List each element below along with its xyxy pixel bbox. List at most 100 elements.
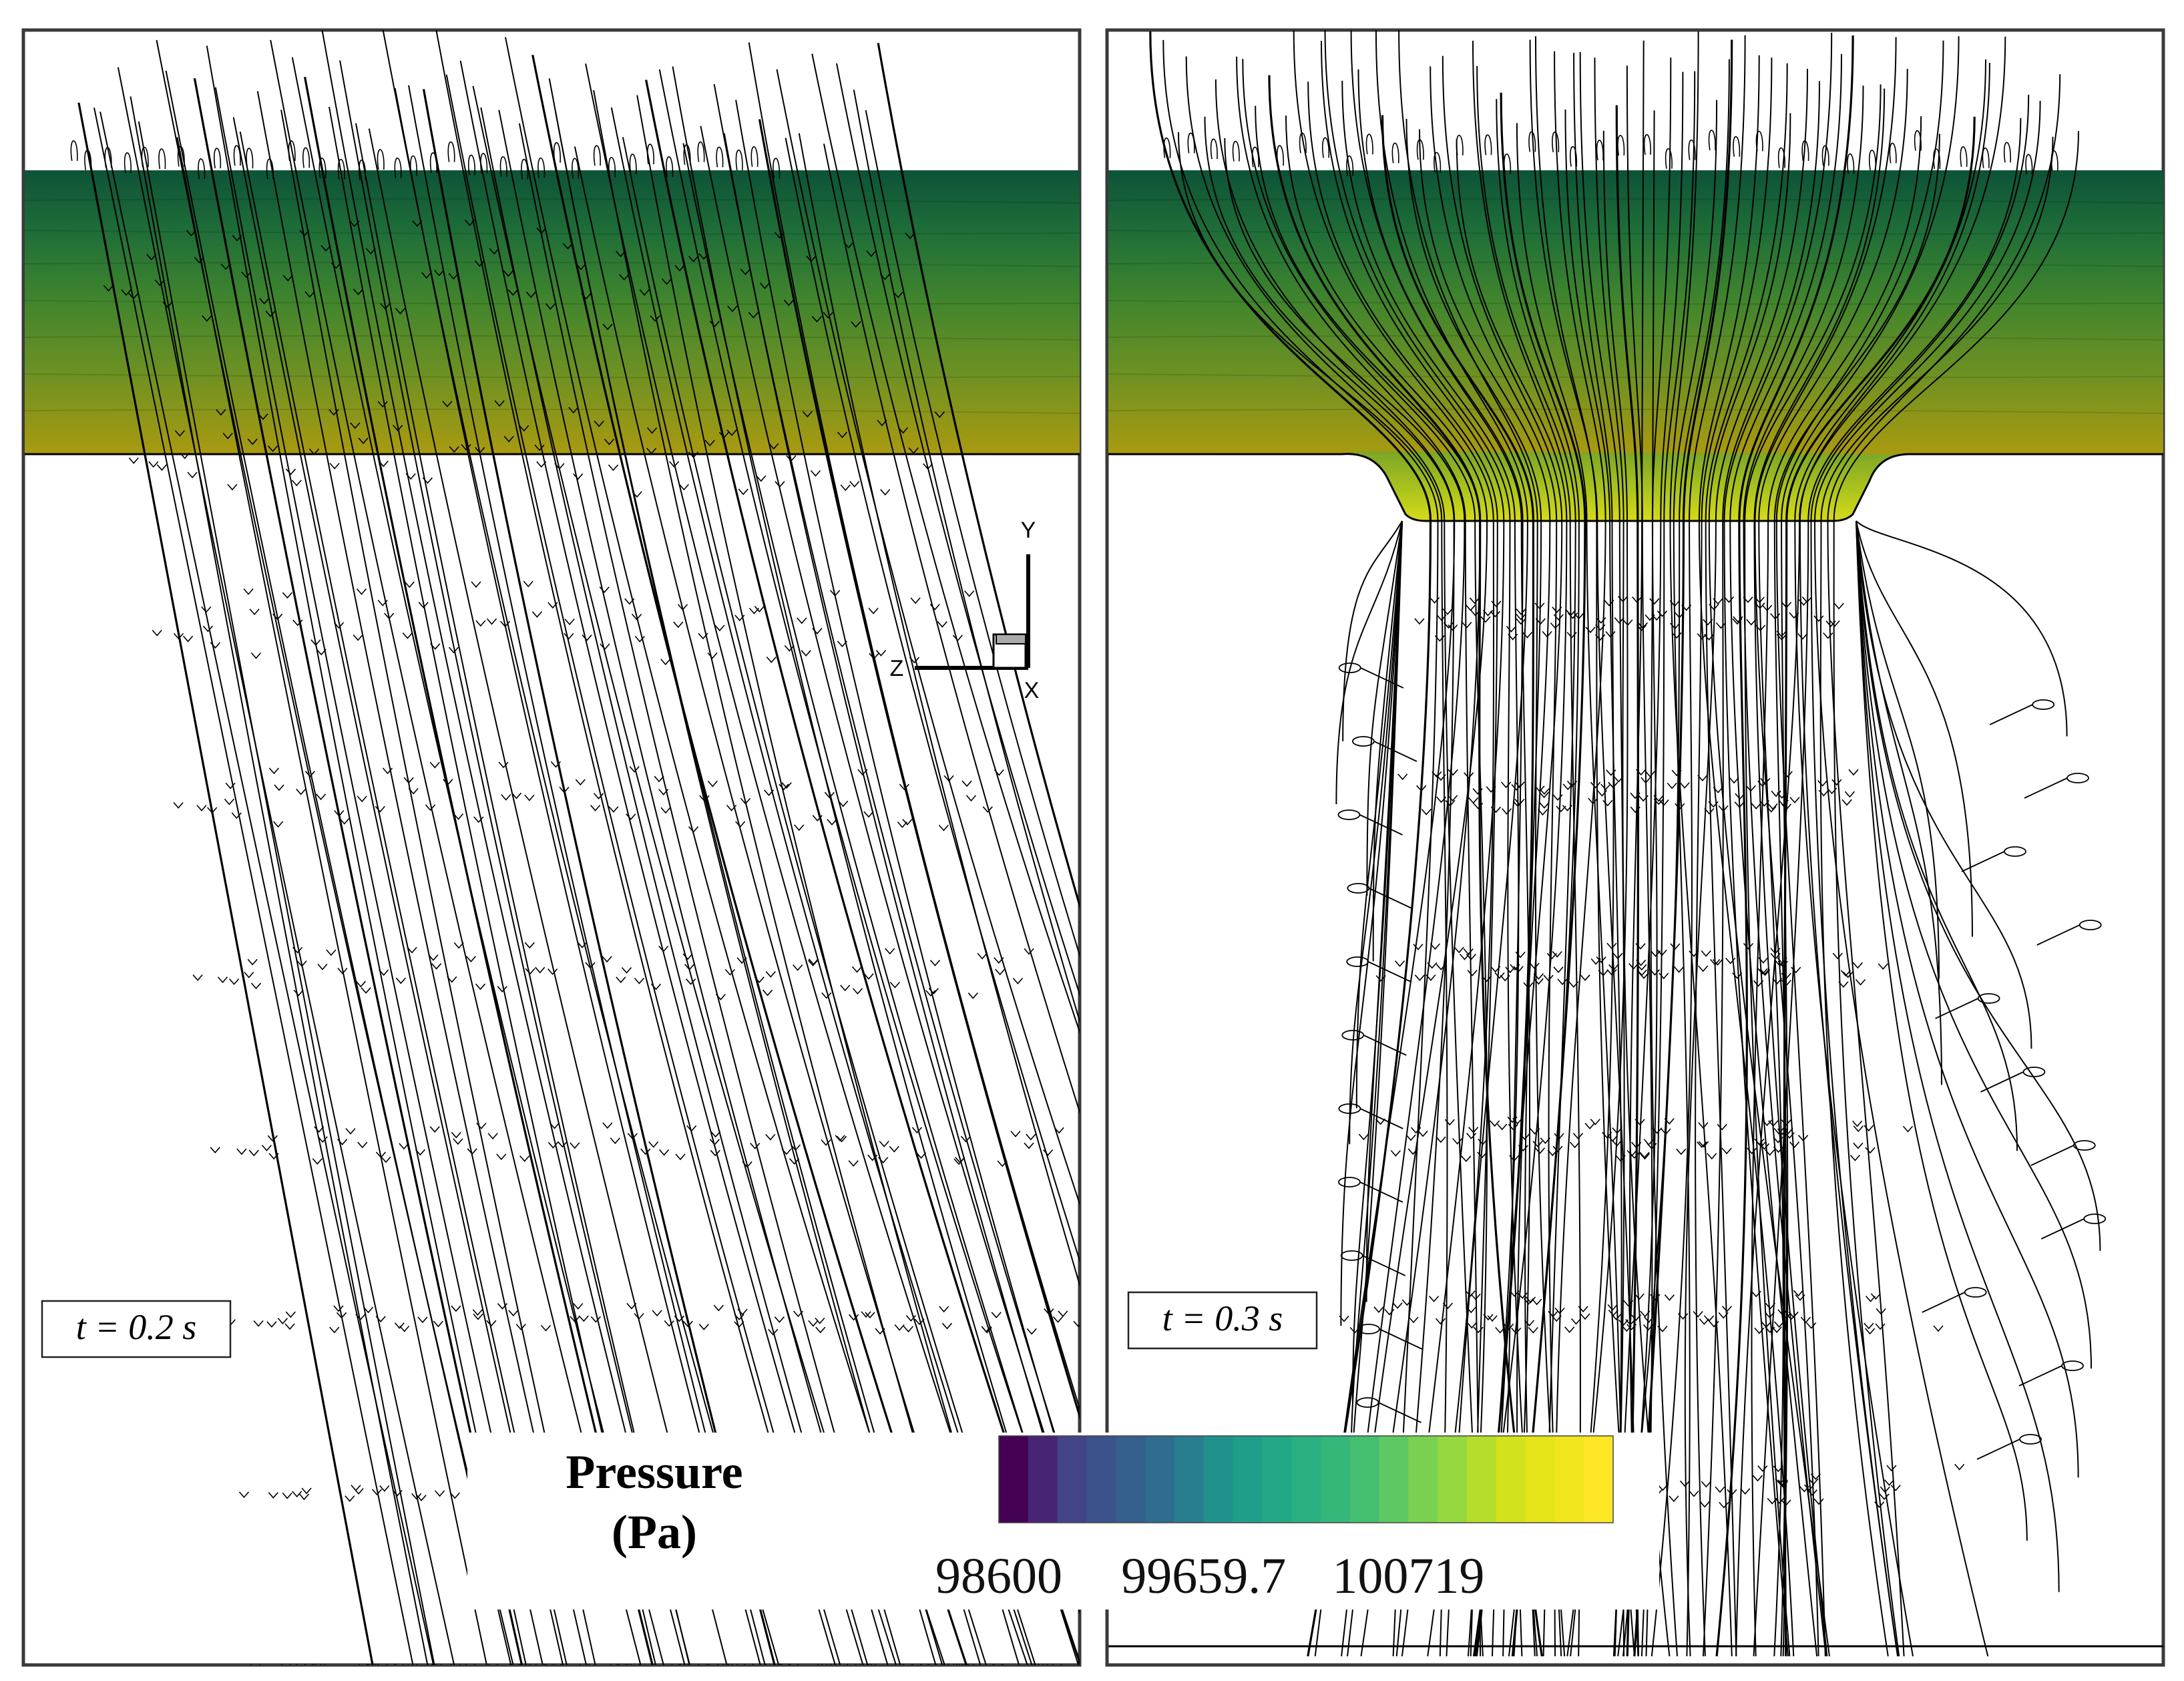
streamline-arrow (1699, 1501, 1710, 1508)
streamline (823, 144, 1080, 1115)
streamline-loop (608, 156, 616, 178)
streamline-arrow (508, 1310, 519, 1317)
streamline-arrow (1715, 622, 1727, 629)
streamline-arrow (1933, 1325, 1944, 1332)
streamline (1684, 69, 1808, 1657)
streamline-arrow (889, 982, 901, 988)
streamline-arrow (531, 611, 543, 618)
streamline-arrow (1636, 769, 1647, 776)
streamline-arrow (709, 321, 720, 328)
streamline-arrow (1608, 964, 1619, 971)
streamline-arrow (848, 1160, 859, 1167)
streamline-arrow (1701, 950, 1711, 957)
streamline (1698, 55, 1795, 1657)
streamline-curl (1855, 520, 2032, 1049)
streamline-arrow (961, 780, 972, 787)
streamline-arrow (1777, 1128, 1788, 1135)
streamline-arrow (1673, 966, 1685, 973)
streamline (1472, 40, 1581, 1657)
streamline-arrow (1761, 604, 1773, 612)
streamline-arrow (316, 648, 326, 656)
streamline-loop (646, 144, 654, 165)
streamline-arrow (982, 806, 993, 813)
streamline-loop (537, 157, 545, 178)
streamline (1781, 36, 1960, 1657)
streamline (408, 85, 766, 1665)
streamline-arrow (1572, 1133, 1584, 1140)
streamline-loop (104, 147, 112, 168)
streamline-loop (302, 147, 310, 168)
streamline-curl (1366, 520, 1403, 896)
streamline-arrow (1501, 808, 1512, 815)
streamline-loop (1391, 142, 1399, 164)
streamline-arrow (1414, 618, 1425, 625)
streamline-arrow (236, 1148, 247, 1155)
streamline-arrow (434, 1490, 445, 1497)
streamline-arrow (1429, 597, 1440, 604)
streamline-arrow (266, 1321, 277, 1328)
streamline-arrow (475, 620, 486, 627)
streamline (1729, 53, 1842, 1657)
streamline-arrow (1718, 1312, 1729, 1319)
streamline-arrow (1405, 1134, 1416, 1141)
streamline-arrow (261, 1145, 272, 1151)
streamline-arrow (626, 813, 636, 820)
streamline-arrow (333, 1305, 344, 1312)
streamline-arrow (1596, 956, 1606, 963)
streamline-curl (1855, 520, 2079, 1478)
streamline-arrow (639, 289, 650, 296)
streamline-arrow (284, 1323, 295, 1330)
colorbar-swatches (999, 1436, 1614, 1523)
streamline-arrow (1752, 1475, 1763, 1482)
streamline-arrow (736, 957, 747, 964)
streamline-arrow (905, 1315, 917, 1322)
band-contour (24, 335, 1080, 341)
streamline-arrow (227, 484, 238, 491)
streamline-arrow (1562, 783, 1573, 791)
streamline-arrow (231, 812, 242, 819)
streamline-arrow (1804, 1484, 1815, 1491)
streamline-arrow (1773, 1321, 1785, 1328)
streamline-arrow (224, 798, 235, 805)
streamline-arrow (447, 976, 457, 983)
streamline-arrow (1514, 781, 1525, 789)
streamline-arrow (1568, 981, 1579, 988)
streamline-arrow (1606, 769, 1616, 776)
streamline-tail (1961, 851, 2005, 872)
streamline-arrow (738, 488, 748, 496)
streamline-arrow (1384, 1308, 1395, 1316)
streamline-arrow (277, 1318, 288, 1325)
streamline-arrow (1864, 1125, 1874, 1132)
streamline-arrow (1781, 1119, 1791, 1126)
streamline (811, 53, 1080, 1034)
streamline (1224, 138, 1466, 1657)
streamline-arrow (548, 602, 558, 609)
streamline-loop (629, 154, 637, 175)
streamline-arrow (1669, 600, 1680, 607)
streamline-arrow (411, 1493, 422, 1500)
streamline-arrow (1416, 785, 1427, 792)
streamline-arrow (1073, 1320, 1080, 1328)
streamline-arrow (802, 411, 813, 418)
streamline-arrow (575, 779, 586, 786)
streamline-loop (572, 158, 580, 179)
streamline-arrow (1557, 978, 1568, 986)
streamline (1442, 55, 1563, 1657)
streamline-tail (1359, 1181, 1403, 1203)
streamline-arrow (1675, 803, 1685, 810)
streamline-arrow (525, 291, 536, 299)
streamline-arrow (259, 298, 270, 305)
streamline-arrow (429, 761, 440, 769)
streamline-arrow (1452, 1138, 1463, 1145)
streamline (1810, 94, 2030, 1657)
right-band-contour-lines (1108, 198, 2163, 414)
streamline-arrow (1617, 596, 1628, 602)
streamline (1615, 105, 1640, 1657)
streamline-arrow (1532, 1298, 1542, 1306)
streamline-arrow (1725, 957, 1736, 964)
x-axis-label: X (1024, 678, 1040, 703)
streamline-arrow (1537, 809, 1548, 816)
streamline-arrow (713, 1304, 724, 1312)
streamline-arrow (604, 438, 615, 445)
streamline-arrow (549, 1122, 560, 1129)
